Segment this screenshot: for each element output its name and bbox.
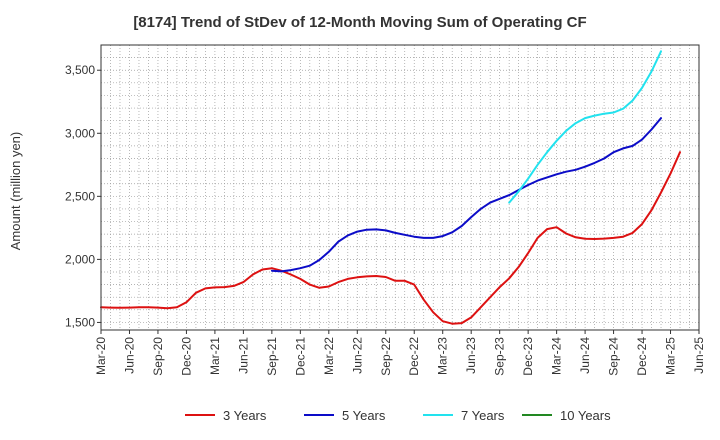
legend-label: 5 Years [342, 408, 386, 423]
x-tick-label: Mar-20 [94, 337, 108, 375]
legend: 3 Years 5 Years 7 Years 10 Years [185, 408, 611, 423]
x-tick-label: Mar-23 [436, 337, 450, 375]
legend-label: 3 Years [223, 408, 267, 423]
chart-title: [8174] Trend of StDev of 12-Month Moving… [133, 14, 587, 31]
y-tick-label: 2,000 [65, 252, 95, 266]
y-tick-label: 1,500 [65, 315, 95, 329]
x-tick-label: Dec-23 [521, 337, 535, 376]
x-tick-label: Mar-24 [550, 337, 564, 375]
x-tick-label: Dec-20 [179, 337, 193, 376]
legend-label: 7 Years [461, 408, 505, 423]
y-tick-label: 3,500 [65, 63, 95, 77]
y-tick-label: 2,500 [65, 189, 95, 203]
x-tick-label: Dec-22 [407, 337, 421, 376]
x-tick-label: Jun-25 [692, 337, 706, 374]
x-tick-label: Jun-20 [122, 337, 136, 374]
x-tick-label: Mar-25 [664, 337, 678, 375]
axes: 1,500 2,000 2,500 3,000 3,500 Mar-20 Jun-20 Sep… [65, 44, 706, 376]
series-line [100, 151, 681, 325]
grid [101, 45, 699, 330]
series-line [508, 50, 662, 204]
x-tick-label: Jun-21 [236, 337, 250, 374]
x-tick-label: Dec-21 [293, 337, 307, 376]
y-tick-label: 3,000 [65, 126, 95, 140]
plot-frame [100, 44, 700, 331]
x-tick-label: Jun-23 [464, 337, 478, 374]
x-tick-label: Dec-24 [635, 337, 649, 376]
x-tick-label: Mar-21 [208, 337, 222, 375]
x-tick-label: Sep-23 [493, 337, 507, 376]
series-line [270, 117, 662, 273]
series-lines [100, 50, 681, 325]
legend-label: 10 Years [560, 408, 611, 423]
x-tick-label: Mar-22 [322, 337, 336, 375]
x-tick-label: Sep-24 [607, 337, 621, 376]
y-axis-title: Amount (million yen) [8, 132, 23, 251]
x-tick-label: Sep-21 [265, 337, 279, 376]
x-tick-label: Jun-22 [350, 337, 364, 374]
x-tick-label: Sep-22 [379, 337, 393, 376]
x-tick-label: Sep-20 [151, 337, 165, 376]
x-tick-label: Jun-24 [578, 337, 592, 374]
